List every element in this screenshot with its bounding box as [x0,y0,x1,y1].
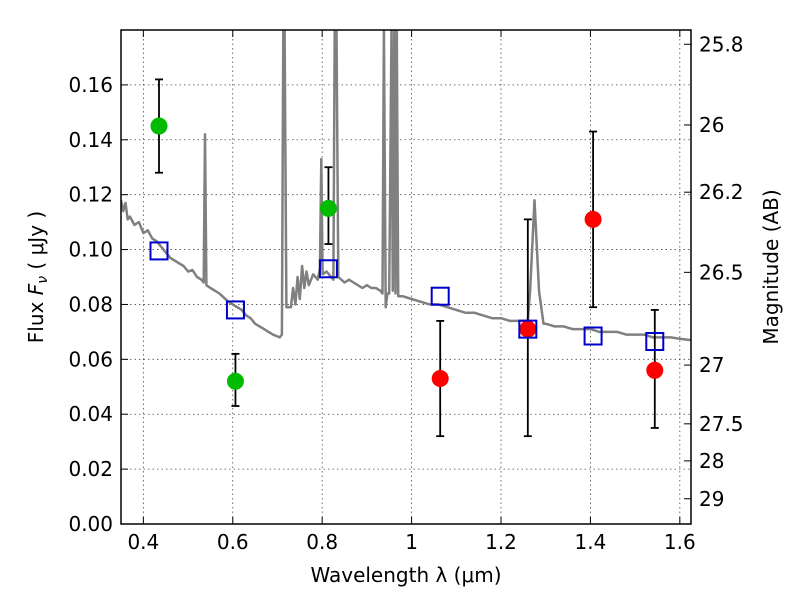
right-tick-label: 26 [699,113,724,137]
right-tick-label: 29 [699,487,724,511]
x-tick-label: 1.2 [485,530,517,554]
x-tick-label: 0.4 [127,530,159,554]
y-tick-label: 0.06 [68,347,113,371]
model-spectrum-line [121,30,691,342]
x-tick-label: 1.6 [664,530,696,554]
tick-layer: 0.4 0.6 0.8 1 1.2 1.4 1.6 0.00 0.02 0.04 0.06 0.08 0… [68,30,744,554]
x-tick-label: 1.4 [575,530,607,554]
right-tick-label: 27.5 [699,412,744,436]
model-photometry-square [518,319,538,339]
x-tick-label: 1 [405,530,418,554]
errorbar-layer [155,78,659,438]
grid-layer [121,30,691,525]
y-tick-label: 0.00 [68,512,113,536]
green-data-point [150,117,168,135]
model-photometry-square [318,259,338,279]
y-tick-label: 0.14 [68,128,113,152]
model-photometry-square [149,241,169,261]
y-tick-label: 0.16 [68,73,113,97]
red-data-point [431,370,449,388]
red-data-point [584,210,602,228]
right-tick-label: 26.2 [699,180,744,204]
marker-layer [149,117,665,390]
y-tick-label: 0.04 [68,402,113,426]
y-tick-label: 0.08 [68,292,113,316]
model-spectrum [121,30,691,342]
x-tick-label: 0.8 [306,530,338,554]
y-tick-label: 0.12 [68,183,113,207]
y-axis-label: Flux Fν ( μJy ) [24,211,51,343]
y-tick-label: 0.02 [68,457,113,481]
right-tick-label: 27 [699,353,724,377]
right-tick-label: 25.8 [699,32,744,56]
green-data-point [319,199,337,217]
plot-frame [120,29,692,525]
x-tick-label: 0.6 [217,530,249,554]
model-photometry-square [645,331,665,351]
right-tick-label: 26.5 [699,260,744,284]
green-data-point [226,372,244,390]
right-axis-label: Magnitude (AB) [759,189,783,344]
y-tick-label: 0.10 [68,238,113,262]
red-data-point [646,361,664,379]
right-tick-label: 28 [699,449,724,473]
model-photometry-square [225,300,245,320]
model-photometry-square [430,286,450,306]
x-axis-label: Wavelength λ (μm) [310,563,501,587]
red-data-point [519,320,537,338]
model-photometry-square [583,326,603,346]
